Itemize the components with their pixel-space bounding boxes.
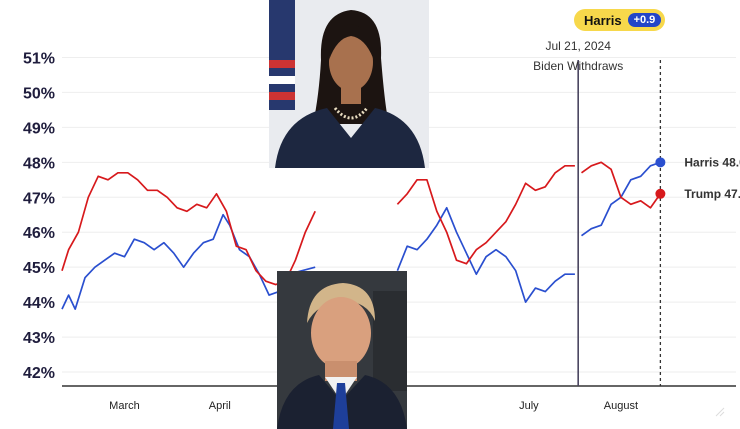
harris-portrait <box>269 0 429 168</box>
y-tick-label: 50% <box>23 85 55 102</box>
leader-name: Harris <box>584 12 622 28</box>
event-label: Biden Withdraws <box>533 59 623 73</box>
y-tick-label: 47% <box>23 190 55 207</box>
y-tick-label: 44% <box>23 295 55 312</box>
trump-series-line <box>61 171 316 286</box>
x-tick-label: April <box>209 400 231 412</box>
leader-badge: Harris +0.9 <box>574 9 666 31</box>
trump-series-line <box>396 164 575 265</box>
y-tick-label: 45% <box>23 260 55 277</box>
harris-series-line <box>396 206 575 303</box>
y-tick-label: 51% <box>23 50 55 67</box>
trump-series-line <box>581 161 662 209</box>
x-tick-label: August <box>604 400 638 412</box>
harris-series-line <box>581 161 661 237</box>
expand-icon[interactable] <box>715 407 725 417</box>
y-tick-label: 42% <box>23 365 55 382</box>
y-tick-label: 48% <box>23 155 55 172</box>
series-layer <box>61 161 662 310</box>
harris-end-label: Harris 48.0% <box>684 155 740 169</box>
harris-end-point <box>655 157 666 168</box>
harris-series-line <box>61 213 316 310</box>
leader-margin: +0.9 <box>627 13 662 27</box>
x-tick-label: July <box>519 400 539 412</box>
y-axis-ticks: 42% 43% 44% 45% 46% 47% 48% 49% 50% 51% <box>23 50 55 382</box>
trump-portrait <box>277 271 407 429</box>
y-tick-label: 43% <box>23 330 55 347</box>
y-tick-label: 46% <box>23 225 55 242</box>
trump-end-label: Trump 47.1% <box>684 187 740 201</box>
event-date-label: Jul 21, 2024 <box>545 39 611 53</box>
y-tick-label: 49% <box>23 120 55 137</box>
x-axis-ticks: March April July August <box>109 400 638 412</box>
trump-end-point <box>655 188 666 199</box>
x-tick-label: March <box>109 400 140 412</box>
